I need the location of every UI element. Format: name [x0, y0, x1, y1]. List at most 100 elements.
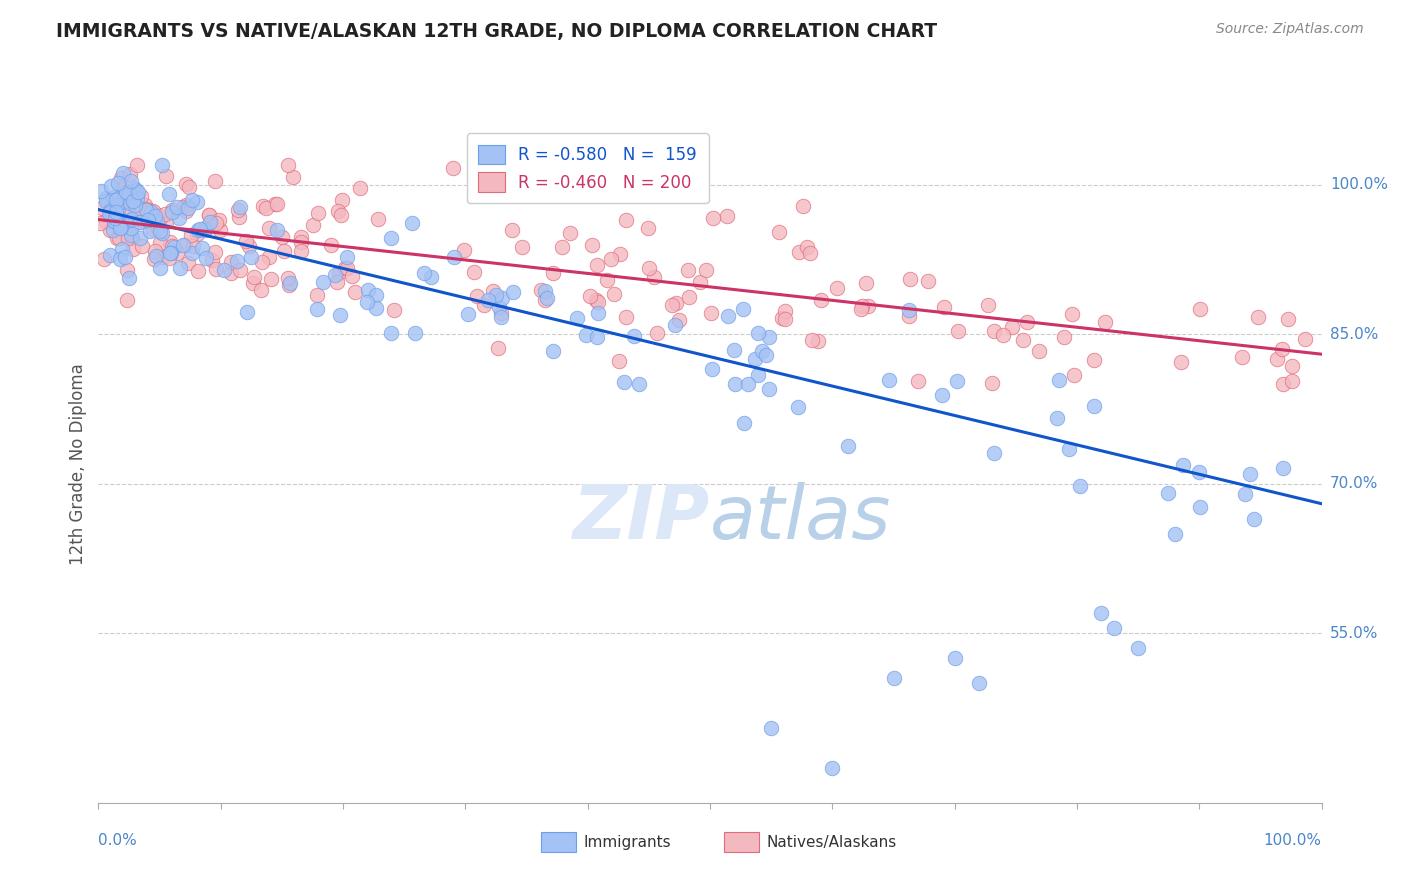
- Point: [120, 174, 142, 188]
- Point: [159, 246, 181, 260]
- Point: [330, 208, 353, 222]
- Point: [934, 301, 956, 315]
- Point: [481, 284, 503, 298]
- Point: [108, 221, 131, 235]
- Point: [194, 221, 217, 235]
- Point: [541, 266, 564, 280]
- Point: [326, 204, 349, 219]
- Point: [380, 231, 402, 245]
- Point: [124, 198, 146, 212]
- Point: [127, 215, 149, 229]
- Point: [486, 341, 509, 355]
- Point: [91, 201, 114, 215]
- Point: [575, 328, 598, 343]
- Point: [851, 299, 873, 313]
- Point: [186, 223, 208, 237]
- Point: [278, 276, 301, 290]
- Point: [121, 212, 143, 227]
- Point: [122, 181, 145, 195]
- Point: [336, 261, 359, 276]
- Point: [225, 254, 247, 268]
- Point: [329, 308, 352, 322]
- Point: [135, 213, 157, 227]
- Point: [558, 226, 581, 240]
- Point: [333, 261, 356, 276]
- Point: [114, 250, 136, 264]
- Point: [325, 275, 347, 289]
- Text: Source: ZipAtlas.com: Source: ZipAtlas.com: [1216, 22, 1364, 37]
- Point: [323, 268, 346, 282]
- Point: [1047, 373, 1070, 387]
- Point: [117, 207, 139, 221]
- Point: [259, 251, 281, 265]
- Point: [101, 222, 124, 236]
- Point: [159, 235, 181, 250]
- Text: 55.0%: 55.0%: [1330, 626, 1378, 640]
- Legend: R = -0.580   N =  159, R = -0.460   N = 200: R = -0.580 N = 159, R = -0.460 N = 200: [467, 133, 709, 203]
- Point: [689, 275, 711, 289]
- Point: [412, 266, 434, 280]
- Point: [160, 202, 183, 217]
- Point: [443, 250, 465, 264]
- Point: [90, 184, 112, 198]
- Point: [107, 176, 129, 190]
- Point: [661, 298, 683, 312]
- Point: [1001, 320, 1024, 334]
- Point: [208, 213, 231, 227]
- Point: [172, 200, 194, 214]
- Point: [150, 226, 173, 240]
- Point: [124, 183, 146, 197]
- Point: [801, 333, 824, 347]
- Point: [186, 195, 208, 210]
- Point: [565, 310, 588, 325]
- Point: [142, 203, 165, 218]
- Point: [290, 235, 312, 249]
- Text: IMMIGRANTS VS NATIVE/ALASKAN 12TH GRADE, NO DIPLOMA CORRELATION CHART: IMMIGRANTS VS NATIVE/ALASKAN 12TH GRADE,…: [56, 22, 938, 41]
- Point: [115, 263, 138, 277]
- Point: [1272, 460, 1295, 475]
- Point: [117, 196, 139, 211]
- Point: [536, 291, 558, 305]
- Point: [588, 294, 610, 309]
- Point: [229, 262, 252, 277]
- Point: [1277, 312, 1299, 326]
- Point: [404, 326, 426, 341]
- Point: [155, 169, 177, 184]
- Point: [122, 242, 145, 256]
- Point: [1046, 411, 1069, 425]
- Point: [737, 377, 759, 392]
- Point: [93, 252, 115, 266]
- Text: Immigrants: Immigrants: [583, 835, 671, 849]
- Point: [98, 206, 121, 220]
- Point: [716, 209, 738, 223]
- Point: [344, 285, 367, 300]
- Point: [134, 198, 156, 212]
- Point: [120, 220, 142, 235]
- Point: [118, 196, 141, 211]
- Point: [278, 277, 301, 292]
- Point: [177, 201, 200, 215]
- Point: [702, 362, 724, 376]
- Point: [747, 326, 769, 340]
- Point: [401, 216, 423, 230]
- Point: [149, 236, 172, 251]
- Point: [138, 212, 160, 227]
- Point: [166, 246, 188, 260]
- Point: [259, 220, 281, 235]
- Point: [277, 158, 299, 172]
- Point: [108, 194, 131, 208]
- Point: [122, 194, 145, 209]
- Point: [917, 274, 939, 288]
- Point: [240, 250, 263, 264]
- Point: [1294, 333, 1316, 347]
- Point: [877, 373, 900, 387]
- Point: [174, 178, 197, 192]
- Point: [1128, 641, 1150, 656]
- Point: [188, 221, 211, 235]
- Point: [110, 219, 132, 234]
- Point: [1243, 512, 1265, 526]
- Point: [235, 234, 257, 248]
- Point: [112, 216, 135, 230]
- Point: [125, 158, 148, 172]
- Point: [107, 202, 129, 217]
